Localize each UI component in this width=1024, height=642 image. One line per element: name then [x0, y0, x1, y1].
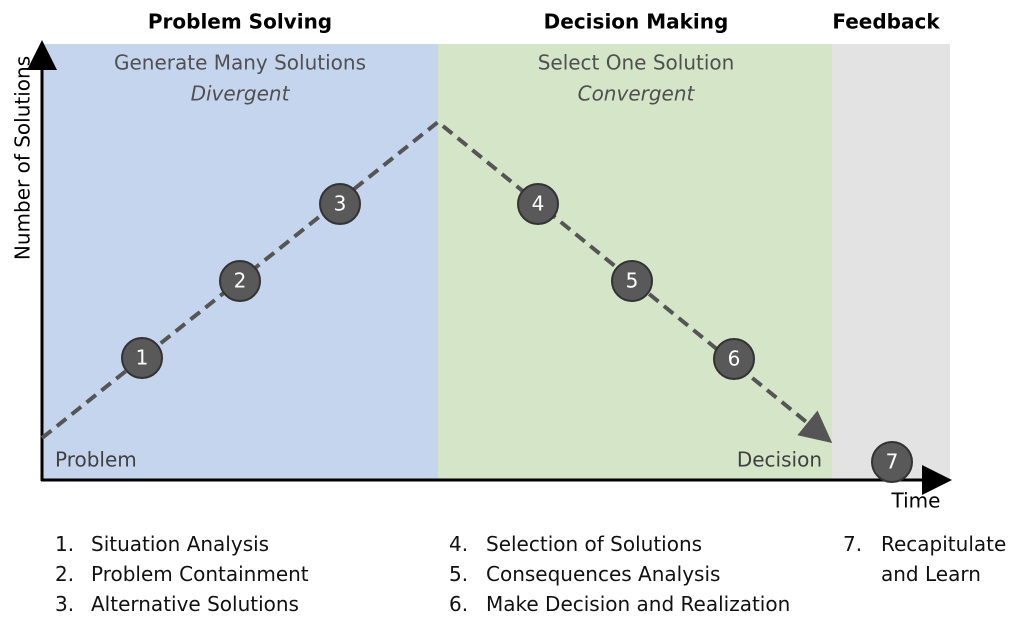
phase-title: Feedback [832, 10, 940, 34]
step-node [121, 337, 163, 379]
step-text: Alternative Solutions [91, 592, 299, 616]
phase-mode: Convergent [578, 82, 696, 106]
step-text: Make Decision and Realization [486, 592, 791, 616]
phase-mode: Divergent [191, 82, 291, 106]
phase-subtitle: Generate Many Solutions [114, 51, 366, 75]
step-node [319, 183, 361, 225]
step-node-label: 7 [886, 450, 899, 474]
step-text: Problem Containment [91, 562, 309, 586]
step-node-label: 1 [136, 346, 149, 370]
step-text: Situation Analysis [91, 532, 270, 556]
step-node-label: 6 [728, 347, 741, 371]
phase-subtitle: Select One Solution [538, 51, 735, 75]
phase-title: Decision Making [544, 10, 729, 34]
step-text: Selection of Solutions [486, 532, 703, 556]
step-number: 5. [449, 562, 469, 586]
step-number: 7. [843, 532, 863, 556]
phase-title: Problem Solving [148, 10, 332, 34]
step-node-label: 3 [334, 192, 347, 216]
step-node [517, 183, 559, 225]
step-node-label: 4 [532, 192, 545, 216]
step-number: 3. [55, 592, 75, 616]
step-node-label: 5 [626, 269, 639, 293]
end-label: Decision [737, 448, 822, 472]
step-number: 1. [55, 532, 75, 556]
step-node [219, 260, 261, 302]
step-text: Consequences Analysis [486, 562, 721, 586]
step-node [871, 441, 913, 483]
step-node-label: 2 [234, 269, 247, 293]
step-number: 2. [55, 562, 75, 586]
step-node [611, 260, 653, 302]
phase-region [832, 44, 950, 480]
chart: Problem Solving Decision Making Feedback… [11, 10, 952, 513]
y-axis-label: Number of Solutions [11, 56, 35, 260]
x-axis-label: Time [891, 489, 941, 513]
step-number: 4. [449, 532, 469, 556]
solution-path [40, 119, 833, 444]
step-node [713, 338, 755, 380]
start-label: Problem [55, 448, 137, 472]
step-text: Recapitulate and Learn [881, 532, 1007, 586]
step-number: 6. [449, 592, 469, 616]
